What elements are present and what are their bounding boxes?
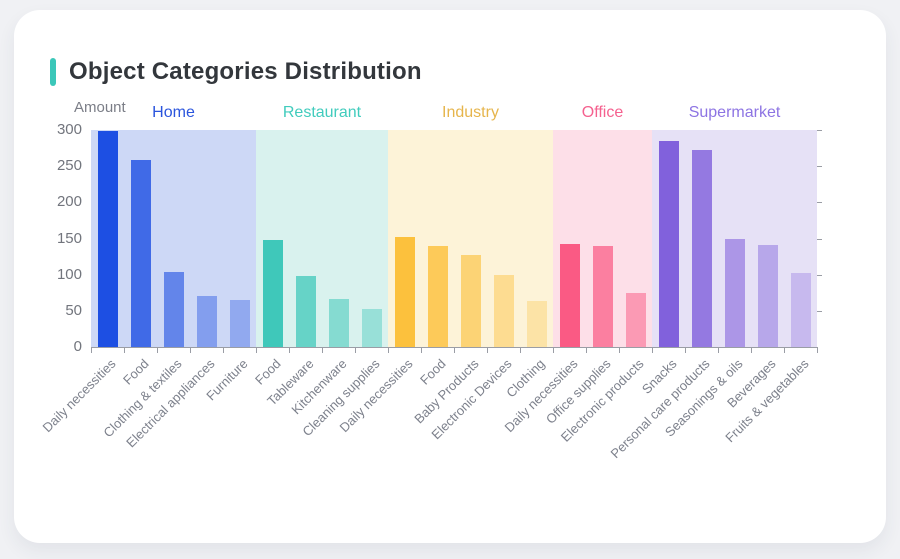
bar-supermarket-2[interactable] [724, 239, 745, 347]
y-axis-right-tick [817, 238, 822, 240]
bar-industry-0[interactable] [394, 237, 415, 347]
x-axis-tick [718, 347, 719, 353]
y-axis-right-tick [817, 274, 822, 276]
y-tick-label: 150 [56, 229, 82, 247]
y-tick-label: 300 [56, 121, 82, 138]
y-tick-label: 200 [56, 193, 82, 211]
y-axis-right-tick [817, 166, 822, 168]
x-axis-tick [520, 347, 521, 353]
bar-office-1[interactable] [592, 245, 613, 347]
x-axis-tick [190, 347, 191, 353]
bar-industry-3[interactable] [493, 274, 514, 347]
group-label-supermarket: Supermarket [688, 104, 781, 121]
bar-industry-4[interactable] [526, 300, 547, 347]
bar-home-0[interactable] [97, 131, 118, 347]
x-axis-tick [223, 347, 224, 353]
bar-home-3[interactable] [196, 296, 217, 347]
x-axis-tick [685, 347, 686, 353]
bar-office-2[interactable] [625, 292, 646, 347]
bar-restaurant-2[interactable] [328, 299, 349, 347]
x-axis-tick [553, 347, 554, 353]
group-label-home: Home [152, 104, 195, 121]
y-axis-right-tick [817, 310, 822, 312]
group-label-industry: Industry [442, 104, 499, 121]
x-axis-tick [124, 347, 125, 353]
x-axis-tick [751, 347, 752, 353]
y-axis-right-tick [817, 202, 822, 204]
bar-restaurant-1[interactable] [295, 276, 316, 347]
y-axis-right-tick [817, 130, 822, 131]
bar-industry-1[interactable] [427, 245, 448, 347]
bar-restaurant-0[interactable] [262, 239, 283, 347]
bar-supermarket-0[interactable] [658, 140, 679, 347]
group-label-office: Office [581, 104, 624, 121]
x-axis-tick [289, 347, 290, 353]
bar-office-0[interactable] [559, 243, 580, 347]
bar-home-2[interactable] [163, 272, 184, 347]
x-axis-tick [157, 347, 158, 353]
x-axis-tick [388, 347, 389, 353]
x-axis-tick [355, 347, 356, 353]
y-tick-label: 50 [65, 301, 82, 319]
bar-restaurant-3[interactable] [361, 309, 382, 347]
y-tick-label: 100 [56, 265, 82, 283]
x-axis-tick [454, 347, 455, 353]
bar-supermarket-3[interactable] [757, 245, 778, 347]
x-axis-tick [586, 347, 587, 353]
x-axis-tick [487, 347, 488, 353]
chart-title: Object Categories Distribution [69, 58, 422, 85]
bar-home-4[interactable] [229, 299, 250, 347]
y-tick-label: 250 [56, 157, 82, 175]
x-axis-tick [784, 347, 785, 353]
bar-supermarket-4[interactable] [790, 273, 811, 347]
title-row: Object Categories Distribution [50, 58, 422, 86]
y-tick-label: 0 [73, 338, 82, 355]
x-axis-tick [256, 347, 257, 353]
x-axis-tick [817, 347, 818, 353]
x-axis-tick [91, 347, 92, 353]
x-axis-tick [652, 347, 653, 353]
title-accent-bar [50, 58, 56, 86]
bar-industry-2[interactable] [460, 255, 481, 347]
x-axis-tick [619, 347, 620, 353]
x-axis-tick [322, 347, 323, 353]
y-axis-title: Amount [74, 99, 126, 116]
bar-supermarket-1[interactable] [691, 150, 712, 347]
x-axis-tick [421, 347, 422, 353]
group-label-restaurant: Restaurant [282, 104, 362, 121]
bar-home-1[interactable] [130, 160, 151, 347]
